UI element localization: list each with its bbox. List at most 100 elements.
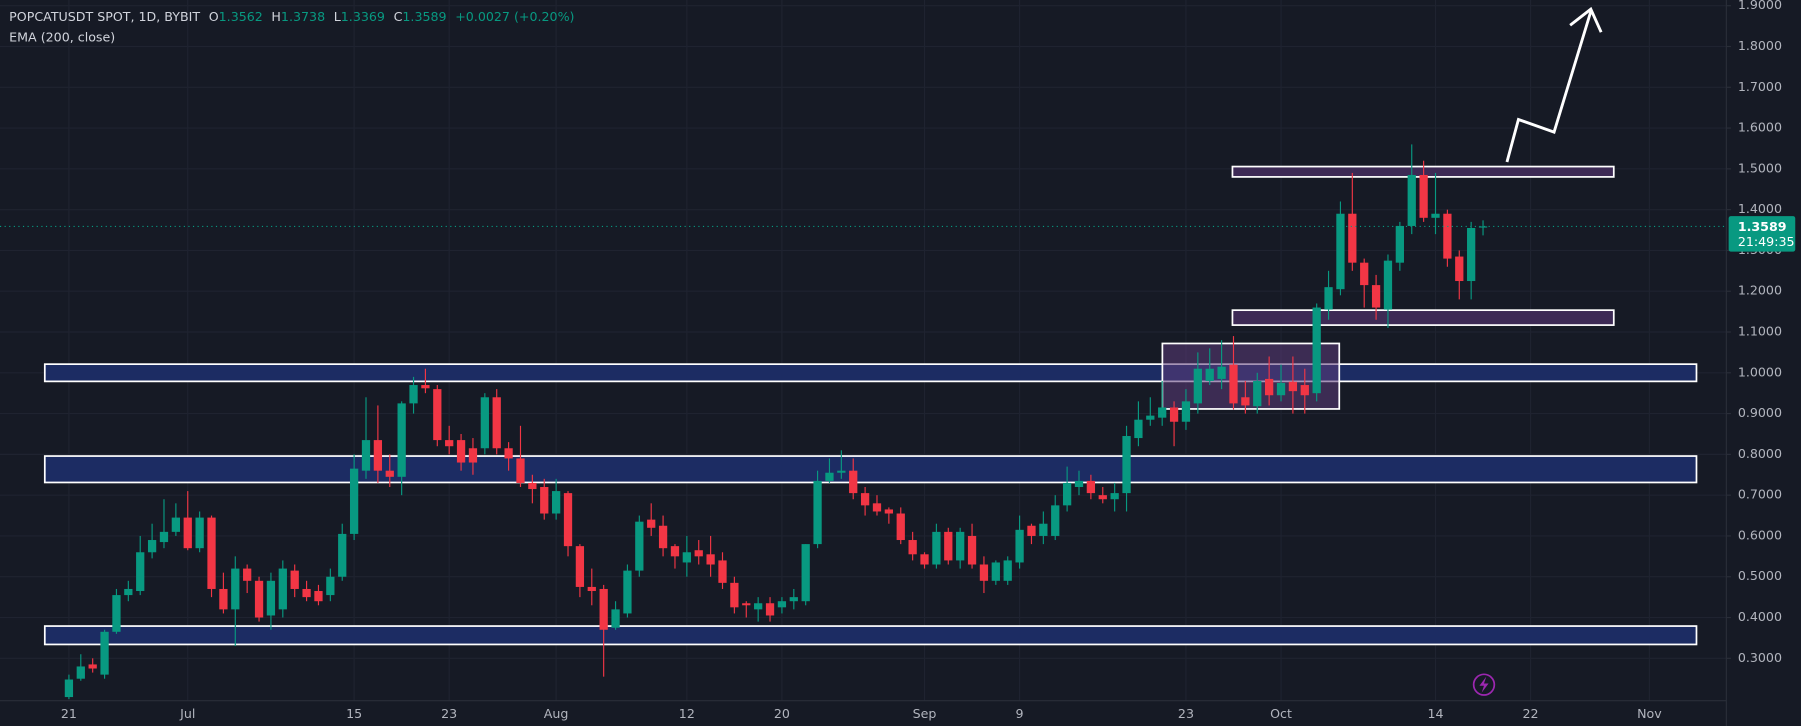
candle-body (136, 552, 145, 592)
candle-body (1051, 505, 1060, 536)
x-tick-label: 12 (679, 706, 695, 721)
candle-body (124, 588, 133, 596)
candle-body (682, 552, 691, 563)
candle-body (884, 509, 894, 514)
candle-body (266, 580, 276, 616)
candle-body (219, 588, 228, 610)
candle-body (1062, 482, 1072, 506)
candle-body (409, 385, 418, 404)
candle-body (754, 603, 763, 610)
candle-body (587, 586, 596, 592)
arrow-head (1569, 6, 1603, 33)
candle-body (1312, 307, 1321, 394)
close-label: C (394, 9, 403, 24)
y-tick-label: 0.7000 (1738, 487, 1782, 502)
candle-body (278, 568, 287, 610)
candle-body (706, 554, 715, 565)
candle-body (1371, 285, 1381, 308)
candle-body (76, 666, 85, 679)
candle-body (765, 603, 775, 616)
y-tick-label: 0.6000 (1738, 527, 1782, 542)
candle-body (1443, 213, 1452, 259)
candle-body (1324, 287, 1333, 310)
y-tick-label: 1.4000 (1738, 201, 1782, 216)
candle-body (1336, 213, 1345, 290)
candle-body (860, 493, 870, 506)
candle-body (979, 564, 989, 581)
candle-body (1134, 419, 1143, 439)
candle-body (385, 470, 394, 477)
candle-body (361, 440, 371, 471)
candle-body (1478, 226, 1488, 228)
candle-body (456, 440, 466, 463)
open-label: O (209, 9, 219, 24)
y-tick-label: 0.3000 (1738, 650, 1782, 665)
open-value: 1.3562 (219, 9, 263, 24)
x-tick-label: 22 (1523, 706, 1539, 721)
candle-body (147, 540, 157, 553)
candle-body (1431, 213, 1440, 218)
candle-body (551, 491, 561, 514)
candle-body (1229, 364, 1238, 404)
y-tick-label: 1.8000 (1738, 38, 1782, 53)
candle-body (837, 470, 846, 473)
alert-icon[interactable] (1472, 673, 1496, 696)
x-tick-label: Nov (1637, 706, 1662, 721)
candle-body (326, 576, 335, 596)
candle-body (908, 540, 917, 555)
support-zone (43, 625, 1698, 646)
candle-body (777, 601, 787, 608)
candle-body (64, 679, 74, 698)
candle-body (1455, 256, 1464, 282)
candle-body (967, 535, 977, 565)
candle-body (1122, 436, 1131, 494)
candle-body (1074, 480, 1084, 488)
support-zone (43, 455, 1698, 484)
x-tick-label: 15 (346, 706, 362, 721)
x-tick-label: Aug (544, 706, 569, 721)
candle-body (956, 531, 965, 561)
candle-body (1003, 560, 1012, 581)
candle-body (540, 487, 549, 514)
axes: 0.3000 0.4000 0.5000 0.6000 0.7000 0.8000 0.90… (61, 0, 1796, 721)
candle-body (991, 562, 1000, 581)
y-tick-label: 1.7000 (1738, 79, 1782, 94)
y-tick-label: 1.6000 (1738, 120, 1782, 135)
candle-body (183, 517, 192, 549)
high-value: 1.3738 (281, 9, 325, 24)
candle-body (338, 533, 347, 577)
candle-body (813, 480, 822, 545)
candle-body (658, 525, 668, 549)
candle-body (849, 470, 858, 494)
low-label: L (334, 9, 341, 24)
candle-body (100, 631, 109, 675)
candle-body (171, 517, 181, 532)
symbol: POPCATUSDT SPOT, 1D, BYBIT (9, 9, 200, 24)
y-tick-label: 0.5000 (1738, 568, 1782, 583)
candle-body (1467, 228, 1476, 282)
candle-body (575, 546, 585, 587)
candle-body (789, 597, 798, 602)
candle-body (730, 582, 739, 608)
support-zone (1231, 309, 1615, 326)
candle-body (445, 440, 454, 447)
last-price-label: 1.3589 (1738, 219, 1787, 234)
y-tick-label: 1.5000 (1738, 160, 1782, 175)
candle-body (1265, 378, 1274, 396)
candle-body (623, 570, 632, 614)
candle-body (1395, 225, 1404, 263)
candle-body (421, 385, 430, 389)
candle-body (1288, 381, 1298, 392)
candle-body (599, 588, 608, 630)
projection-arrow (1505, 11, 1593, 163)
candle-body (302, 588, 311, 598)
y-tick-label: 1.9000 (1738, 0, 1782, 12)
candle-body (742, 603, 751, 606)
candle-body (1098, 495, 1107, 500)
candle-body (1039, 523, 1048, 536)
candle-body (349, 468, 359, 534)
y-tick-label: 1.2000 (1738, 283, 1782, 298)
candle-body (88, 664, 97, 669)
